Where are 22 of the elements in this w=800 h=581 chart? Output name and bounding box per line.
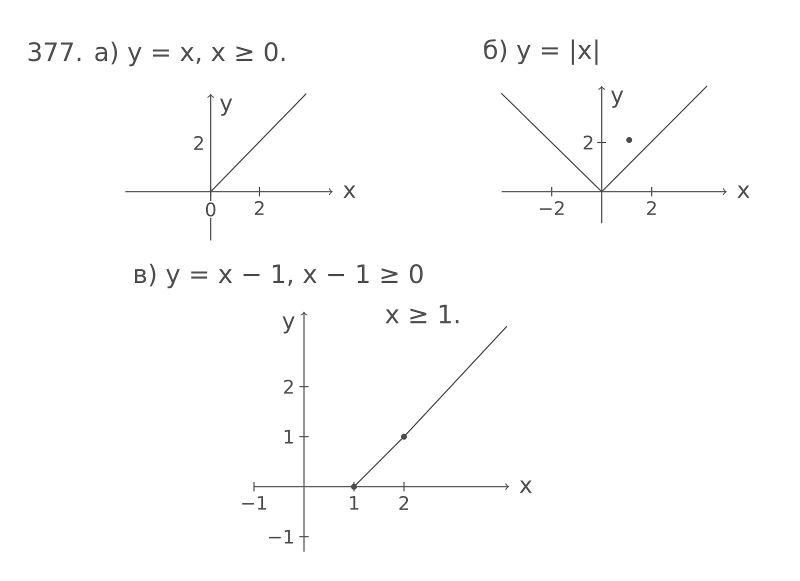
x-tick-label: 2 <box>254 201 264 215</box>
y-axis-title: y <box>282 316 295 334</box>
x-axis-title: x <box>737 185 750 198</box>
y-tick-label: 2 <box>284 380 293 394</box>
y-axis-title: y <box>611 90 624 108</box>
chart-subtitle: x ≥ 1. <box>385 304 458 324</box>
y-tick-label: −1 <box>269 530 293 544</box>
x-tick-label: 1 <box>350 496 358 510</box>
chart-title: б) y = |x| <box>484 39 598 65</box>
annotation: 2 <box>584 136 592 150</box>
x-axis-title: x <box>520 480 532 493</box>
y-tick-label: 1 <box>284 430 293 444</box>
x-tick-label: −2 <box>540 201 564 215</box>
x-tick-label: 0 <box>206 202 216 217</box>
x-tick-label: 2 <box>647 201 656 215</box>
x-axis-title: x <box>343 185 356 198</box>
x-tick-label: −1 <box>242 496 266 510</box>
chart-title: в) y = x − 1, x − 1 ≥ 0 <box>135 264 423 288</box>
chart-title: 377. а) y = x, x ≥ 0. <box>28 42 284 66</box>
x-tick-label: 2 <box>399 496 408 510</box>
y-axis-title: y <box>220 98 232 116</box>
annotation: 2 <box>194 136 203 150</box>
